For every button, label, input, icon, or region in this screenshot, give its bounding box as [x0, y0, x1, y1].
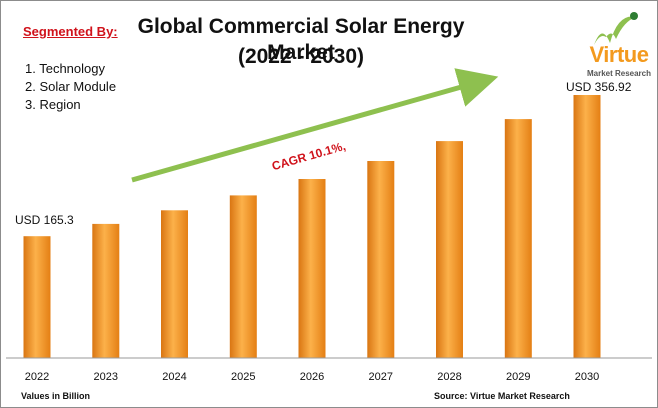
source-note: Source: Virtue Market Research	[434, 391, 570, 401]
x-tick-label: 2022	[25, 371, 49, 383]
values-unit-note: Values in Billion	[21, 391, 91, 401]
x-tick-label: 2024	[162, 371, 186, 383]
logo-subtitle: Market Research	[586, 69, 652, 78]
bar-2022	[23, 236, 51, 358]
bar-2027	[367, 161, 395, 358]
bar-2025	[229, 195, 257, 358]
x-tick-label: 2023	[94, 371, 118, 383]
segmented-by-heading: Segmented By:	[23, 24, 118, 39]
bar-2029	[504, 119, 532, 358]
x-tick-label: 2029	[506, 371, 530, 383]
x-tick-label: 2026	[300, 371, 324, 383]
virtue-logo: Virtue Market Research	[584, 9, 654, 95]
segment-item-technology: 1. Technology	[25, 61, 105, 76]
x-tick-label: 2027	[369, 371, 393, 383]
chart-title-line1: Global Commercial Solar Energy Market	[137, 15, 465, 64]
logo-wordmark: Virtue	[589, 42, 649, 67]
segment-item-region: 3. Region	[25, 97, 81, 112]
first-value-label: USD 165.3	[15, 213, 74, 227]
x-tick-label: 2028	[437, 371, 461, 383]
x-tick-label: 2025	[231, 371, 255, 383]
chart-title-line2: (2022 - 2030)	[237, 45, 365, 68]
logo-swoosh-icon	[594, 12, 638, 45]
bar-2030	[573, 95, 601, 358]
cagr-label: CAGR 10.1%,	[270, 139, 347, 173]
segment-item-solar-module: 2. Solar Module	[25, 79, 117, 94]
bar-2028	[436, 141, 463, 358]
x-tick-label: 2030	[575, 371, 599, 383]
bar-2026	[298, 179, 326, 358]
cagr-arrow	[131, 68, 499, 183]
bar-2023	[92, 223, 120, 358]
last-value-label: USD 356.92	[566, 80, 632, 94]
bar-2024	[161, 210, 188, 358]
